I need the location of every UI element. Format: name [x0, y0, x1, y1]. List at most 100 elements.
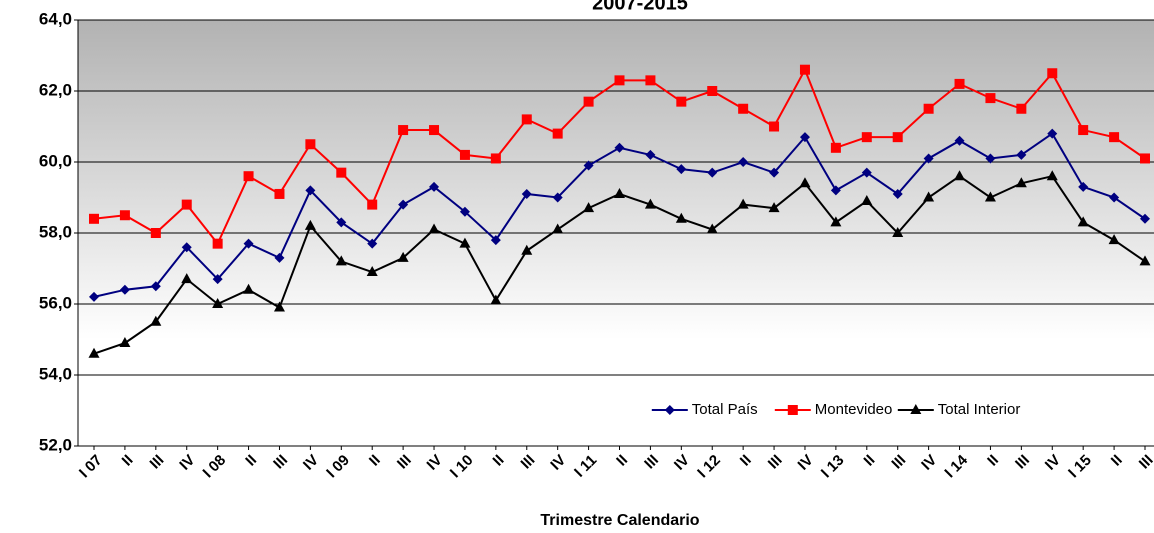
marker — [119, 210, 130, 221]
marker — [1015, 177, 1027, 188]
x-tick-label: II — [119, 452, 137, 470]
marker — [150, 281, 161, 292]
marker — [787, 405, 798, 415]
x-tick-label: IV — [795, 452, 817, 474]
marker — [89, 291, 99, 302]
marker — [274, 188, 285, 199]
marker — [861, 132, 872, 143]
marker — [892, 132, 903, 143]
y-tick-label: 58,0 — [39, 222, 72, 241]
x-tick-label: III — [765, 452, 786, 473]
marker — [552, 192, 563, 203]
x-tick-label: II — [613, 452, 631, 470]
marker — [243, 238, 254, 249]
marker — [1047, 128, 1058, 139]
marker — [181, 273, 193, 284]
marker — [738, 103, 749, 114]
marker — [429, 181, 440, 192]
x-tick-label: III — [270, 452, 291, 473]
x-tick-label: I 09 — [323, 452, 353, 482]
marker — [614, 75, 625, 86]
x-tick-label: IV — [547, 452, 569, 474]
marker — [985, 93, 996, 104]
marker — [644, 198, 656, 209]
marker — [923, 153, 934, 164]
marker — [676, 96, 687, 107]
marker — [675, 212, 687, 223]
marker — [583, 96, 594, 107]
marker — [985, 153, 996, 164]
marker — [459, 149, 470, 160]
x-tick-label: I 08 — [200, 452, 230, 482]
marker — [88, 347, 100, 358]
x-tick-label: I 10 — [447, 452, 477, 482]
marker — [861, 167, 872, 178]
x-tick-label: I 07 — [76, 452, 106, 482]
marker — [1109, 192, 1120, 203]
x-tick-label: IV — [1042, 452, 1064, 474]
marker — [274, 252, 285, 263]
marker — [305, 185, 316, 196]
marker — [1108, 234, 1120, 245]
x-tick-label: II — [366, 452, 384, 470]
marker — [984, 191, 996, 202]
y-tick-label: 54,0 — [39, 364, 72, 383]
marker — [738, 157, 749, 167]
marker — [397, 251, 409, 262]
marker — [243, 171, 254, 182]
marker — [521, 114, 532, 125]
marker — [954, 135, 965, 146]
x-tick-label: III — [518, 452, 539, 473]
marker — [892, 188, 903, 199]
marker — [212, 274, 223, 285]
x-tick-label: I 14 — [941, 451, 971, 481]
marker — [1140, 213, 1150, 224]
y-tick-label: 56,0 — [39, 293, 72, 312]
marker — [1016, 103, 1027, 114]
marker — [1139, 255, 1151, 266]
marker — [830, 216, 842, 227]
x-tick-label: I 12 — [694, 452, 724, 482]
marker — [1078, 181, 1089, 192]
x-tick-label: III — [1136, 452, 1154, 473]
marker — [707, 86, 718, 96]
marker — [490, 294, 502, 305]
marker — [1078, 125, 1089, 136]
marker — [490, 153, 501, 164]
marker — [429, 125, 440, 136]
marker — [304, 219, 316, 230]
y-tick-label: 62,0 — [39, 80, 72, 99]
marker — [181, 199, 192, 210]
y-tick-label: 64,0 — [39, 9, 72, 28]
marker — [336, 167, 347, 178]
marker — [614, 142, 625, 153]
marker — [830, 142, 841, 153]
marker — [119, 284, 130, 295]
marker — [1140, 153, 1150, 164]
x-tick-label: II — [490, 452, 508, 470]
marker — [521, 188, 532, 199]
marker — [89, 213, 99, 224]
marker — [459, 206, 470, 217]
x-tick-label: I 13 — [818, 452, 848, 482]
marker — [1046, 170, 1058, 181]
x-tick-label: II — [737, 452, 755, 470]
marker — [1109, 132, 1120, 143]
x-tick-label: III — [147, 452, 168, 473]
legend-label: Total País — [692, 401, 758, 418]
marker — [923, 103, 934, 114]
marker — [707, 167, 718, 178]
x-tick-label: I 11 — [571, 452, 600, 481]
marker — [367, 238, 378, 249]
x-tick-label: IV — [918, 452, 940, 474]
marker — [490, 235, 501, 246]
y-tick-label: 60,0 — [39, 151, 72, 170]
x-tick-label: III — [1012, 452, 1033, 473]
x-tick-label: IV — [424, 452, 446, 474]
marker — [799, 64, 810, 75]
x-tick-label: III — [641, 452, 662, 473]
marker — [552, 128, 563, 139]
marker — [583, 160, 594, 171]
marker — [954, 170, 966, 181]
